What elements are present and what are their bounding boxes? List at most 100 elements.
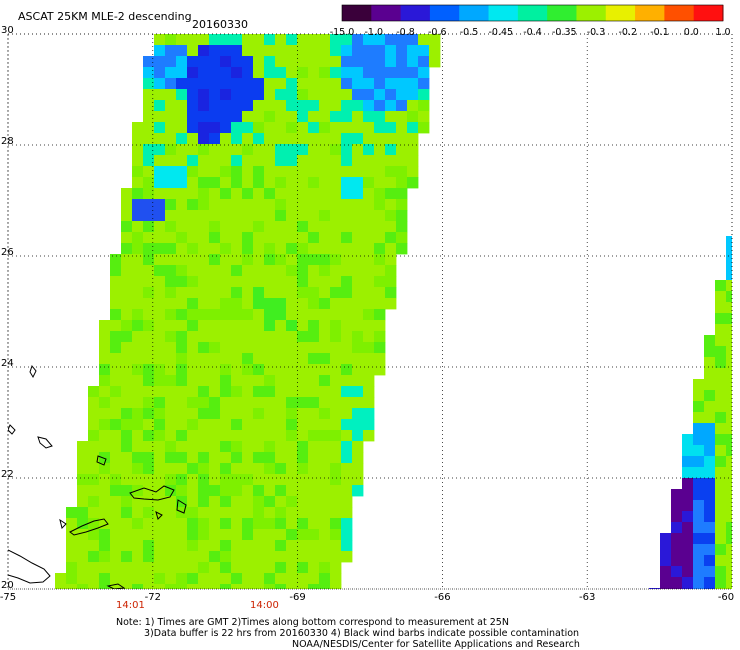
swath-pixel: [682, 489, 694, 501]
swath-pixel: [154, 463, 166, 475]
swath-pixel: [715, 577, 727, 589]
swath-pixel: [341, 254, 353, 266]
swath-pixel: [121, 430, 133, 442]
swath-pixel: [330, 408, 342, 420]
swath-pixel: [363, 155, 375, 167]
swath-pixel: [319, 166, 331, 178]
swath-pixel: [715, 280, 727, 292]
swath-pixel: [66, 529, 78, 541]
swath-pixel: [231, 562, 243, 574]
swath-pixel: [187, 419, 199, 431]
swath-pixel: [341, 430, 353, 442]
swath-pixel: [396, 67, 408, 79]
swath-pixel: [143, 562, 155, 574]
swath-pixel: [308, 309, 320, 321]
swath-pixel: [330, 474, 342, 486]
swath-pixel: [374, 45, 386, 57]
swath-pixel: [704, 423, 716, 435]
swath-pixel: [154, 353, 166, 365]
swath-pixel: [220, 386, 232, 398]
swath-pixel: [110, 408, 122, 420]
swath-pixel: [176, 254, 188, 266]
swath-pixel: [319, 221, 331, 233]
swath-pixel: [286, 122, 298, 134]
swath-pixel: [319, 342, 331, 354]
swath-pixel: [209, 342, 221, 354]
swath-pixel: [704, 544, 716, 556]
swath-pixel: [308, 452, 320, 464]
swath-pixel: [726, 247, 732, 259]
swath-pixel: [99, 452, 111, 464]
swath-pixel: [363, 78, 375, 90]
colorbar-swatch: [635, 5, 665, 21]
swath-pixel: [187, 210, 199, 222]
swath-pixel: [275, 573, 287, 585]
lat-tick-label: 30: [1, 25, 14, 36]
pass-time-2: 14:00: [250, 600, 279, 611]
swath-pixel: [209, 144, 221, 156]
swath-pixel: [209, 485, 221, 497]
swath-pixel: [121, 221, 133, 233]
swath-pixel: [154, 496, 166, 508]
swath-pixel: [121, 540, 133, 552]
swath-pixel: [330, 111, 342, 123]
swath-pixel: [231, 540, 243, 552]
swath-pixel: [154, 584, 166, 589]
swath-pixel: [286, 78, 298, 90]
swath-pixel: [671, 500, 683, 512]
swath-pixel: [352, 210, 364, 222]
swath-pixel: [176, 210, 188, 222]
swath-pixel: [99, 408, 111, 420]
swath-pixel: [341, 78, 353, 90]
swath-pixel: [165, 56, 177, 68]
swath-pixel: [275, 111, 287, 123]
swath-pixel: [363, 298, 375, 310]
swath-pixel: [363, 199, 375, 211]
swath-pixel: [682, 522, 694, 534]
swath-pixel: [121, 551, 133, 563]
swath-pixel: [242, 144, 254, 156]
swath-pixel: [297, 111, 309, 123]
swath-pixel: [264, 463, 276, 475]
swath-pixel: [330, 56, 342, 68]
swath-pixel: [286, 298, 298, 310]
swath-pixel: [253, 210, 265, 222]
swath-pixel: [330, 529, 342, 541]
swath-pixel: [275, 452, 287, 464]
swath-pixel: [407, 78, 419, 90]
swath-pixel: [286, 485, 298, 497]
swath-pixel: [253, 430, 265, 442]
swath-pixel: [242, 584, 254, 589]
swath-pixel: [319, 276, 331, 288]
swath-pixel: [286, 177, 298, 189]
swath-pixel: [660, 555, 672, 567]
swath-pixel: [418, 89, 430, 101]
swath-pixel: [110, 331, 122, 343]
swath-pixel: [726, 291, 732, 303]
swath-pixel: [231, 342, 243, 354]
swath-pixel: [187, 34, 199, 46]
swath-pixel: [154, 320, 166, 332]
swath-pixel: [341, 518, 353, 530]
swath-pixel: [165, 562, 177, 574]
swath-pixel: [330, 584, 342, 589]
swath-pixel: [341, 243, 353, 255]
swath-pixel: [143, 540, 155, 552]
swath-pixel: [253, 562, 265, 574]
swath-pixel: [209, 243, 221, 255]
swath-pixel: [297, 518, 309, 530]
swath-pixel: [264, 375, 276, 387]
swath-pixel: [407, 100, 419, 112]
swath-pixel: [121, 419, 133, 431]
swath-pixel: [132, 441, 144, 453]
note-line-3: NOAA/NESDIS/Center for Satellite Applica…: [292, 639, 580, 650]
swath-pixel: [330, 375, 342, 387]
swath-pixel: [242, 375, 254, 387]
swath-pixel: [187, 452, 199, 464]
swath-pixel: [319, 177, 331, 189]
swath-pixel: [154, 386, 166, 398]
swath-pixel: [242, 287, 254, 299]
swath-pixel: [242, 573, 254, 585]
swath-pixel: [275, 562, 287, 574]
